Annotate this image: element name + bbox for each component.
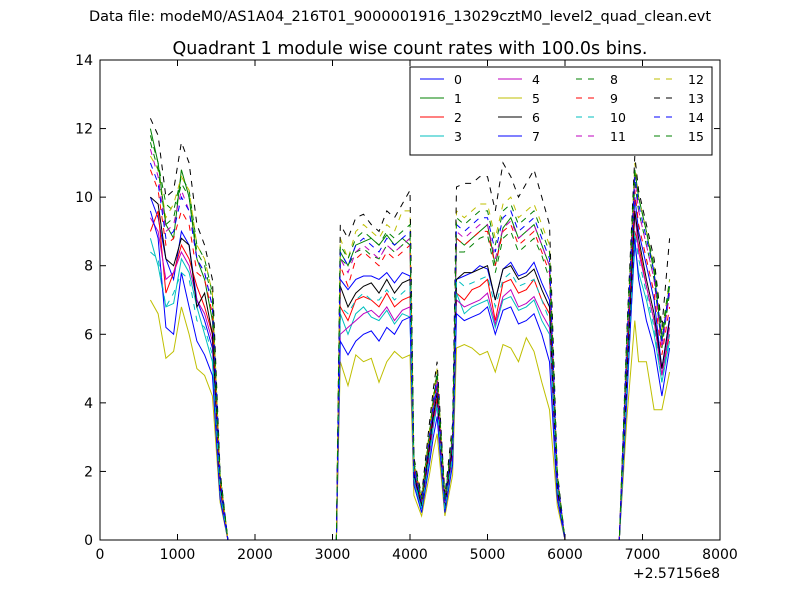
x-axis: 0 1000 2000 3000 4000 5000 6000 7000 8000 <box>96 60 738 563</box>
legend-label-15: 15 <box>688 129 704 144</box>
y-tick-label: 10 <box>75 190 93 206</box>
x-tick-label: 3000 <box>315 547 351 563</box>
y-tick-label: 6 <box>84 327 93 343</box>
legend-label-2: 2 <box>454 110 462 125</box>
y-tick-label: 2 <box>84 464 93 480</box>
legend-label-9: 9 <box>610 91 618 106</box>
legend-label-11: 11 <box>610 129 626 144</box>
y-tick-label: 0 <box>84 533 93 549</box>
legend-label-1: 1 <box>454 91 462 106</box>
legend-label-8: 8 <box>610 72 618 87</box>
series-line-12 <box>149 155 671 541</box>
legend-label-14: 14 <box>688 110 704 125</box>
x-tick-label: 8000 <box>702 547 738 563</box>
x-tick-label: 0 <box>96 547 105 563</box>
figure-suptitle: Data file: modeM0/AS1A04_216T01_90000019… <box>88 9 712 25</box>
legend-box <box>409 66 713 156</box>
y-tick-label: 8 <box>84 259 93 275</box>
series-line-15 <box>149 142 671 541</box>
x-tick-label: 1000 <box>160 547 196 563</box>
legend-label-12: 12 <box>688 72 704 87</box>
x-tick-label: 6000 <box>547 547 583 563</box>
legend-label-5: 5 <box>532 91 540 106</box>
y-tick-label: 4 <box>84 396 93 412</box>
legend-label-13: 13 <box>688 91 704 106</box>
plot-lines <box>149 118 671 541</box>
legend-label-0: 0 <box>454 72 462 87</box>
chart-title: Quadrant 1 module wise count rates with … <box>173 39 648 59</box>
legend-label-3: 3 <box>454 129 462 144</box>
x-tick-label: 4000 <box>392 547 428 563</box>
x-tick-label: 5000 <box>470 547 506 563</box>
y-tick-label: 12 <box>75 122 93 138</box>
x-tick-label: 2000 <box>237 547 273 563</box>
legend-label-4: 4 <box>532 72 540 87</box>
legend-label-7: 7 <box>532 129 540 144</box>
legend-label-10: 10 <box>610 110 626 125</box>
x-tick-label: 7000 <box>625 547 661 563</box>
legend-label-6: 6 <box>532 110 540 125</box>
y-tick-label: 14 <box>75 53 93 69</box>
x-offset-label: +2.57156e8 <box>633 566 720 582</box>
